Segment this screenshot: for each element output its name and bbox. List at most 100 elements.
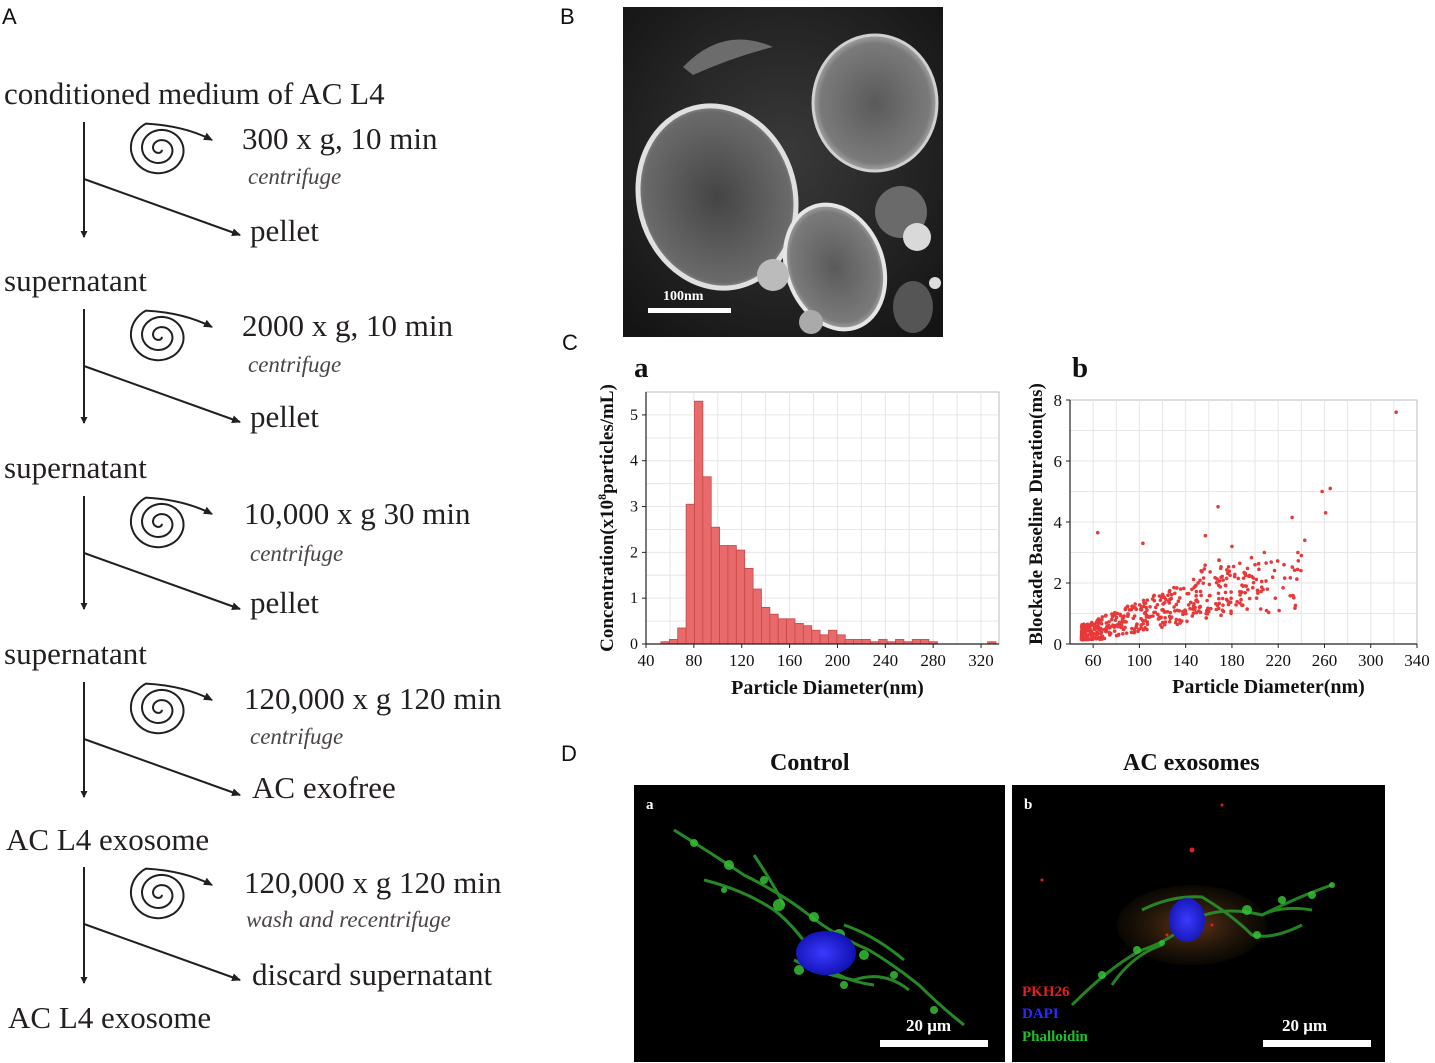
step-branch: pellet [250, 213, 319, 248]
scatter-point [1109, 617, 1114, 622]
control-scale-bar [880, 1040, 988, 1047]
scatter-point [1169, 596, 1174, 601]
spiral-icon [129, 309, 213, 362]
scatter-point [1155, 602, 1160, 607]
scatter-point [1112, 629, 1117, 633]
control-sublabel: a [646, 797, 654, 813]
scatter-point [1205, 598, 1209, 603]
scatter-point [1104, 626, 1109, 631]
histogram-bar [844, 639, 855, 645]
scatter-point [1238, 561, 1242, 566]
scatter-point [1216, 591, 1221, 596]
scatter-point [1126, 613, 1130, 617]
scatter-point [1158, 623, 1163, 627]
chart-b-panel-label: b [1072, 352, 1088, 384]
scatter-point [1097, 618, 1101, 622]
scatter-point [1275, 559, 1280, 563]
scatter-point [1151, 594, 1156, 598]
scatter-point [1295, 567, 1300, 572]
scatter-point [1179, 619, 1184, 623]
scatter-point [1086, 637, 1090, 642]
tem-scale-bar [648, 308, 731, 313]
scatter-point [1233, 572, 1237, 577]
scatter-point [1236, 576, 1241, 581]
scatter-point [1089, 637, 1094, 642]
histogram-bar [685, 503, 695, 645]
scatter-point [1246, 587, 1250, 592]
scatter-point [1168, 610, 1173, 615]
scatter-point [1096, 621, 1100, 626]
exosomes-title: AC exosomes [1123, 750, 1260, 776]
scatter-point [1136, 629, 1140, 634]
step-result: AC L4 exosome [6, 822, 210, 857]
scatter-point [1204, 616, 1209, 620]
scatter-point [1290, 565, 1295, 569]
histogram-bar [752, 588, 762, 645]
scatter-point [1292, 595, 1296, 600]
step-note: centrifuge [248, 164, 342, 189]
scatter-point [1188, 600, 1193, 605]
scatter-point [1123, 607, 1128, 612]
scatter-point [1192, 602, 1196, 606]
histogram-bar [836, 634, 846, 645]
step-branch: pellet [250, 399, 319, 434]
scatter-point [1081, 630, 1085, 634]
tem-vesicles [623, 7, 943, 337]
scatter-point [1216, 583, 1221, 588]
histogram-bar [777, 618, 788, 645]
histogram-bar [853, 639, 863, 645]
scatter-point [1264, 561, 1268, 565]
x-tick-label: 160 [777, 651, 803, 670]
scatter-point [1166, 593, 1170, 598]
histogram-bar [694, 400, 704, 645]
scatter-point [1292, 568, 1297, 572]
x-axis-label: Particle Diameter(nm) [1172, 676, 1365, 698]
scatter-point [1113, 618, 1118, 623]
scatter-point [1132, 630, 1137, 635]
scatter-point [1229, 590, 1233, 594]
y-tick-label: 5 [630, 407, 638, 424]
scatter-point [1245, 607, 1249, 611]
scatter-point [1133, 602, 1137, 606]
scatter-point [1153, 610, 1158, 615]
scatter-point [1175, 586, 1179, 590]
scatter-point [1167, 601, 1172, 605]
scatter-point [1238, 593, 1242, 597]
scatter-point [1104, 621, 1109, 625]
scatter-point [1082, 625, 1087, 630]
scatter-point [1119, 620, 1124, 624]
scatter-point [1226, 602, 1231, 607]
scatter-point [1120, 631, 1125, 636]
flow-start: conditioned medium of AC L4 [4, 76, 385, 111]
scatter-point [1135, 622, 1139, 626]
scatter-point [1219, 575, 1223, 580]
histogram-bar [668, 639, 679, 645]
scatter-point [1116, 633, 1121, 637]
step-result: supernatant [4, 636, 147, 671]
scatter-point [1269, 560, 1273, 564]
scatter-point [1131, 605, 1135, 609]
scatter-point [1208, 570, 1212, 574]
scatter-point [1394, 410, 1398, 414]
scatter-point [1092, 627, 1096, 631]
histogram-bar [878, 639, 888, 645]
step-note: centrifuge [250, 541, 344, 566]
x-tick-label: 80 [685, 651, 702, 670]
y-tick-label: 4 [1054, 513, 1063, 532]
scatter-point [1181, 612, 1185, 617]
y-tick-label: 8 [1054, 391, 1063, 410]
scatter-point [1127, 608, 1132, 612]
scatter-point [1186, 603, 1191, 607]
scatter-point [1084, 632, 1088, 636]
scatter-point [1203, 533, 1208, 538]
scatter-point [1087, 626, 1092, 631]
scatter-point [1214, 601, 1218, 606]
scatter-point [1181, 586, 1186, 591]
scatter-point [1277, 608, 1281, 613]
histogram-bar [677, 627, 687, 645]
x-tick-label: 220 [1265, 651, 1291, 670]
scatter-point [1217, 558, 1221, 562]
scatter-point [1303, 538, 1307, 543]
histogram-chart: 40 80 120 160 200 240 280 320 0 1 2 3 4 5 a Particle Di… [595, 352, 1000, 699]
scatter-point [1253, 562, 1257, 567]
